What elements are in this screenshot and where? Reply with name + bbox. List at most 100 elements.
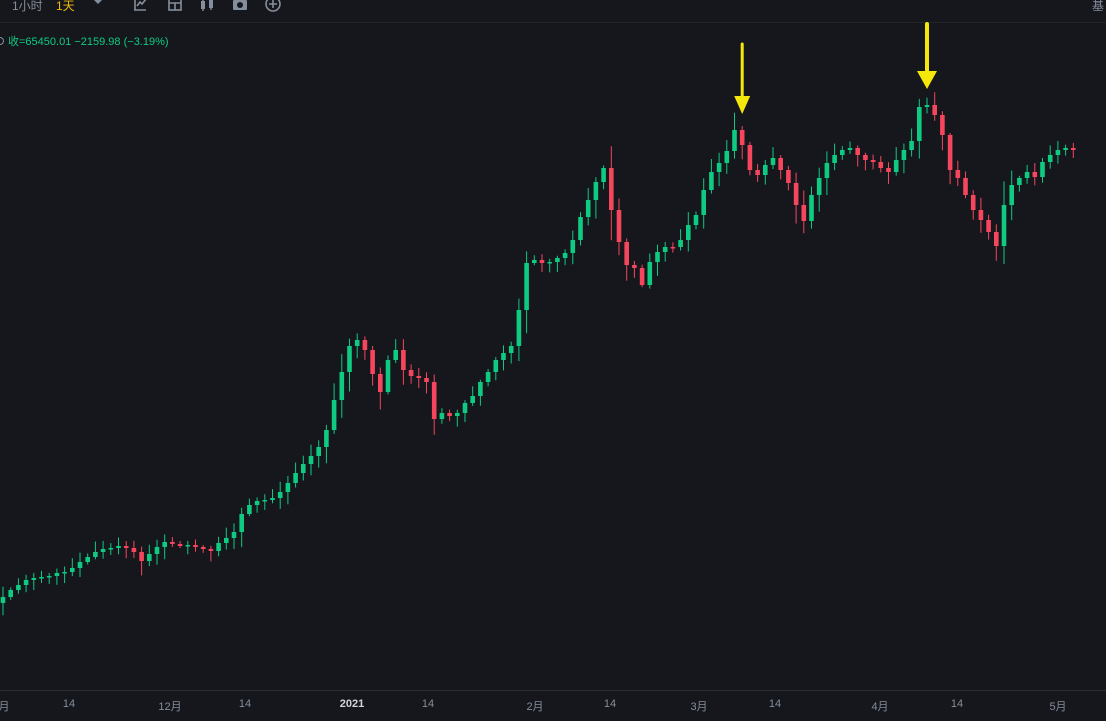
candle-up (316, 447, 321, 456)
candle-up (39, 577, 44, 579)
candle-up (339, 372, 345, 400)
candle-down (970, 195, 976, 210)
candle-up (709, 172, 714, 190)
candle-up (16, 585, 21, 590)
x-tick-label: 月 (0, 701, 10, 713)
candle-up (655, 252, 660, 262)
candle-down (932, 105, 937, 115)
candle-down (200, 547, 206, 549)
candle-up (763, 165, 768, 175)
candle-up (516, 310, 522, 346)
candle-up (439, 413, 445, 419)
candle-up (585, 200, 591, 217)
candle-down (208, 549, 214, 551)
candle-up (724, 151, 730, 163)
candle-up (247, 505, 252, 514)
candle-up (832, 155, 837, 163)
time-axis: 月 14 12月 14 2021 14 2月 14 3月 14 4月 14 5月 (0, 690, 1106, 721)
candle-up (662, 247, 668, 252)
candle-up (678, 240, 683, 247)
candle-down (855, 148, 860, 155)
candle-up (116, 546, 121, 548)
candle-up (578, 217, 583, 240)
candle-up (354, 340, 360, 346)
candle-down (193, 545, 198, 547)
x-tick-label: 12月 (158, 701, 182, 713)
candlestick-chart[interactable] (0, 22, 1106, 690)
candle-up (347, 346, 352, 372)
candle-up (701, 190, 706, 215)
candle-up (239, 514, 244, 532)
candle-down (170, 542, 175, 544)
candle-up (324, 430, 329, 447)
candle-up (909, 141, 914, 150)
chart-toolbar: 1小时 1天 基 (0, 0, 1106, 23)
x-tick-label: 3月 (690, 701, 708, 713)
candle-up (508, 346, 514, 353)
x-tick-label: 14 (950, 698, 964, 710)
candle-up (547, 262, 552, 264)
candle-up (816, 178, 822, 195)
candle-down (670, 247, 676, 249)
candle-type-icon[interactable] (199, 0, 215, 12)
candle-up (570, 240, 576, 253)
candle-down (1071, 148, 1076, 150)
x-tick-label: 14 (238, 698, 252, 710)
timeframe-1h[interactable]: 1小时 (12, 0, 43, 13)
candle-up (224, 538, 229, 543)
candle-up (185, 545, 191, 547)
candle-up (293, 473, 298, 483)
candle-down (370, 350, 375, 374)
candle-up (924, 105, 930, 107)
annotation-arrows-layer (734, 22, 937, 114)
right-label: 基 (1091, 0, 1104, 13)
candle-up (686, 225, 691, 240)
candle-up (162, 542, 167, 547)
candle-down (878, 162, 884, 168)
candle-up (462, 403, 468, 413)
candle-up (716, 163, 722, 172)
candle-down (408, 370, 414, 376)
timeframe-1d[interactable]: 1天 (56, 0, 75, 13)
candle-up (485, 372, 491, 382)
candle-up (770, 158, 776, 165)
candle-up (147, 554, 152, 561)
candle-up (555, 258, 560, 262)
x-tick-label: 14 (603, 698, 617, 710)
candle-down (416, 376, 422, 378)
candle-up (1001, 205, 1007, 246)
candle-down (994, 232, 999, 246)
x-tick-label: 2021 (339, 698, 365, 710)
add-icon[interactable] (265, 0, 281, 12)
candle-up (277, 492, 283, 498)
candle-up (270, 498, 275, 500)
candle-down (378, 374, 383, 392)
candle-up (562, 253, 568, 258)
candle-down (793, 183, 799, 205)
candle-up (31, 578, 37, 580)
screenshot-icon[interactable] (232, 0, 248, 12)
x-tick-label: 5月 (1049, 701, 1067, 713)
candle-up (493, 360, 499, 372)
x-tick-label: 14 (768, 698, 782, 710)
candle-down (424, 378, 429, 382)
candle-up (262, 500, 268, 502)
candle-up (93, 552, 98, 557)
candle-up (54, 573, 60, 576)
chevron-down-icon[interactable] (90, 0, 106, 10)
candle-up (62, 572, 67, 574)
candle-down (986, 220, 991, 232)
candle-up (1024, 172, 1030, 178)
candle-up (470, 396, 475, 403)
candle-up (824, 163, 830, 178)
indicator-icon[interactable] (132, 0, 148, 12)
candle-down (955, 170, 961, 178)
candle-down (639, 268, 645, 285)
candle-up (70, 568, 75, 572)
x-tick-label: 4月 (871, 701, 889, 713)
candle-up (1055, 150, 1061, 155)
candle-up (308, 456, 314, 464)
candle-up (393, 350, 398, 360)
candle-up (285, 483, 291, 492)
template-icon[interactable] (167, 0, 183, 12)
